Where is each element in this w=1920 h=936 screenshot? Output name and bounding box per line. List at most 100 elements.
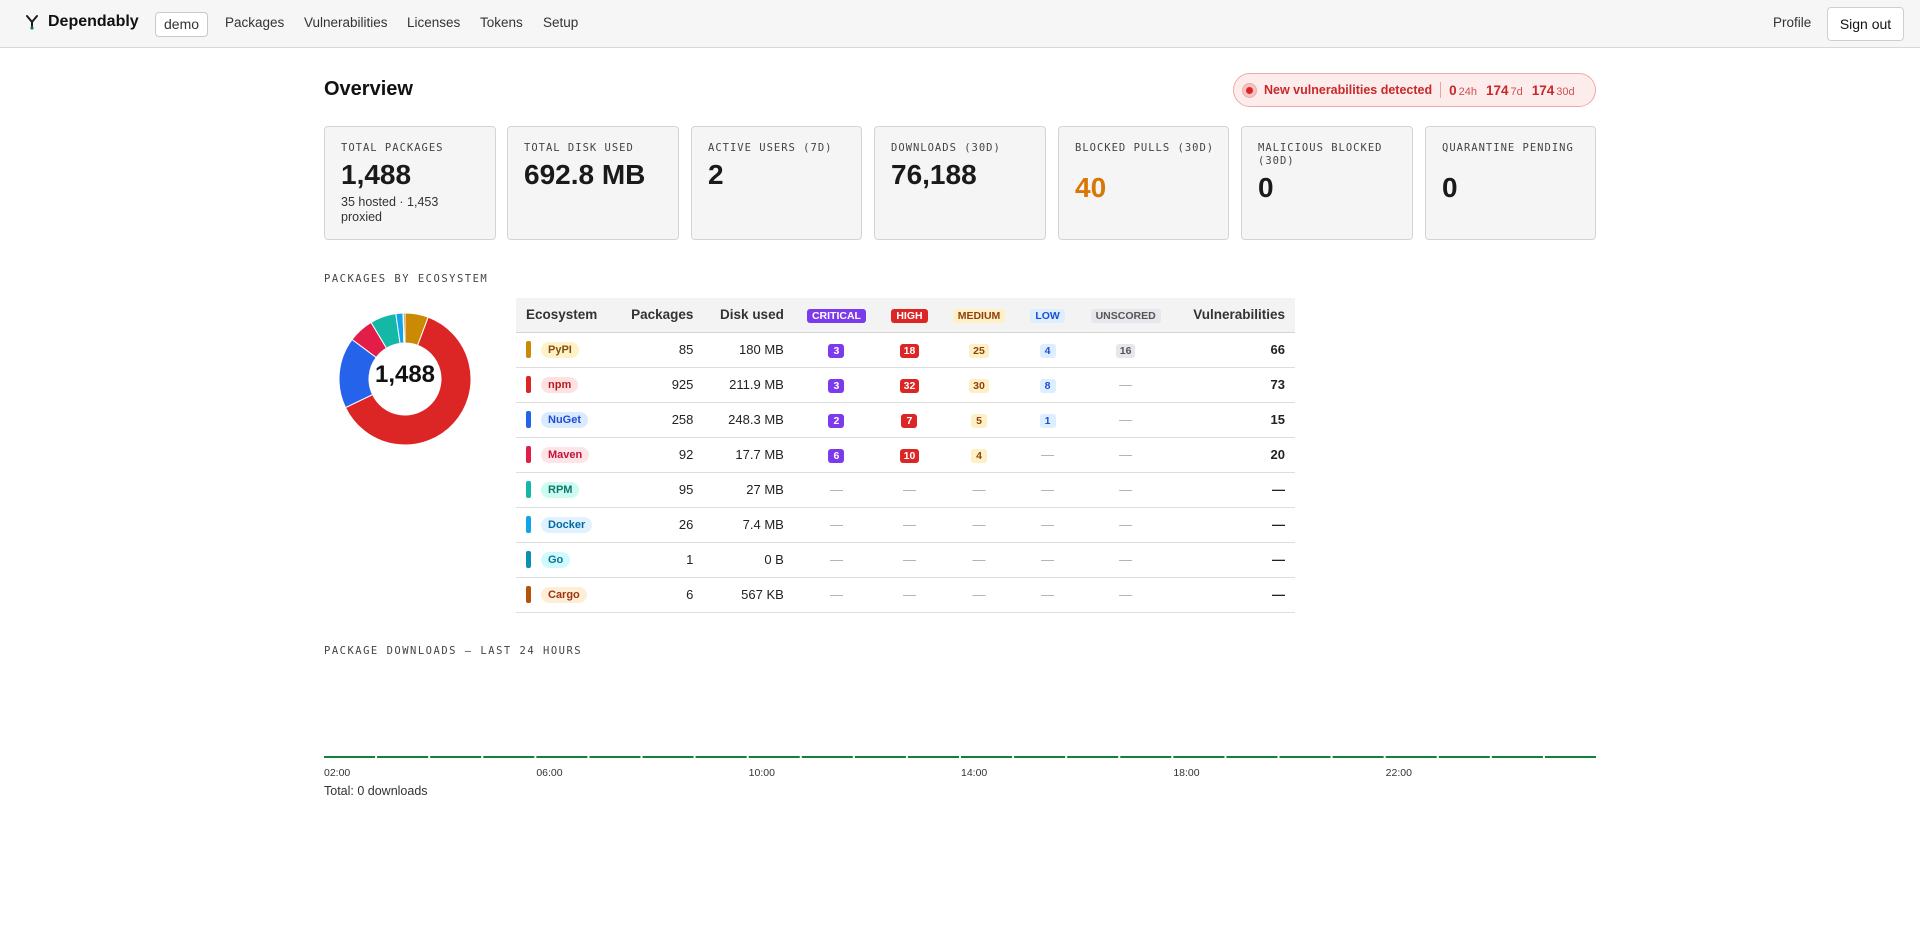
- download-bar[interactable]: [961, 756, 1013, 758]
- download-bar[interactable]: [377, 756, 429, 758]
- ecosystem-pill[interactable]: PyPI: [541, 341, 579, 358]
- nav-licenses[interactable]: Licenses: [407, 15, 461, 30]
- high-count-badge[interactable]: 7: [901, 413, 918, 428]
- table-row[interactable]: Go 1 0 B — — — — — —: [516, 542, 1295, 578]
- table-row[interactable]: npm 925 211.9 MB 3 32 30 8 —73: [516, 367, 1295, 403]
- download-bar[interactable]: [642, 756, 694, 758]
- brand[interactable]: Dependably: [24, 13, 139, 31]
- table-row[interactable]: Maven 92 17.7 MB 6 10 4— —20: [516, 437, 1295, 473]
- col-high[interactable]: HIGH: [879, 298, 940, 333]
- col-unscored[interactable]: UNSCORED: [1077, 298, 1175, 333]
- download-bar[interactable]: [801, 756, 853, 758]
- download-bar[interactable]: [1014, 756, 1066, 758]
- high-count-badge[interactable]: 32: [899, 378, 920, 393]
- download-bar[interactable]: [483, 756, 535, 758]
- stat-value: 40: [1075, 172, 1107, 203]
- stat-card-disk-used: TOTAL DISK USED 692.8 MB: [507, 126, 679, 240]
- nav-tokens[interactable]: Tokens: [480, 15, 523, 30]
- download-bar[interactable]: [1385, 756, 1437, 758]
- high-count-badge[interactable]: 10: [899, 448, 920, 463]
- ecosystem-donut-chart: [338, 312, 472, 446]
- ecosystem-pill[interactable]: Docker: [541, 516, 593, 533]
- nav-vulnerabilities[interactable]: Vulnerabilities: [304, 15, 388, 30]
- packages-cell: 92: [614, 437, 704, 473]
- download-bar[interactable]: [1544, 756, 1596, 758]
- col-vulnerabilities[interactable]: Vulnerabilities: [1174, 298, 1295, 333]
- download-bar[interactable]: [1173, 756, 1225, 758]
- download-bar[interactable]: [1279, 756, 1331, 758]
- ecosystem-pill[interactable]: npm: [541, 376, 579, 393]
- ecosystem-pill[interactable]: Go: [541, 551, 571, 568]
- critical-count-badge[interactable]: 2: [828, 413, 845, 428]
- packages-cell: 95: [614, 472, 704, 508]
- low-count-badge[interactable]: 8: [1039, 378, 1056, 393]
- download-bar[interactable]: [748, 756, 800, 758]
- download-bar[interactable]: [324, 756, 376, 758]
- col-packages[interactable]: Packages: [614, 298, 704, 333]
- table-row[interactable]: Docker 26 7.4 MB — — — — — —: [516, 507, 1295, 543]
- ecosystem-pill[interactable]: Maven: [541, 446, 590, 463]
- nav-setup[interactable]: Setup: [543, 15, 579, 30]
- stat-subtext: 35 hosted · 1,453 proxied: [341, 195, 439, 224]
- vulnerabilities-total-cell: 20: [1174, 437, 1295, 473]
- col-disk-used[interactable]: Disk used: [703, 298, 794, 333]
- stat-label: TOTAL PACKAGES: [341, 142, 444, 154]
- donut-slice-npm[interactable]: [344, 316, 472, 446]
- stat-label: TOTAL DISK USED: [524, 142, 634, 154]
- org-selector[interactable]: demo: [155, 12, 209, 37]
- download-bar[interactable]: [854, 756, 906, 758]
- high-count-badge[interactable]: 18: [899, 343, 920, 358]
- download-bar[interactable]: [589, 756, 641, 758]
- disk-cell: 17.7 MB: [703, 437, 794, 473]
- medium-count-badge[interactable]: 30: [969, 378, 989, 393]
- vulnerabilities-total-cell: —: [1174, 577, 1295, 613]
- ecosystem-pill[interactable]: NuGet: [541, 411, 588, 428]
- col-medium[interactable]: MEDIUM: [939, 298, 1019, 333]
- download-bar[interactable]: [430, 756, 482, 758]
- low-count-badge[interactable]: 4: [1039, 343, 1056, 358]
- stat-value: 692.8 MB: [524, 159, 646, 190]
- ecosystem-pill[interactable]: Cargo: [541, 586, 587, 603]
- table-row[interactable]: NuGet 258 248.3 MB 2 7 5 1 —15: [516, 402, 1295, 438]
- table-row[interactable]: PyPI 85 180 MB 3 18 25 4 16 66: [516, 332, 1295, 368]
- critical-cell: 3: [793, 332, 880, 368]
- download-bar[interactable]: [1067, 756, 1119, 758]
- col-low[interactable]: LOW: [1018, 298, 1078, 333]
- download-bar[interactable]: [1120, 756, 1172, 758]
- medium-count-badge[interactable]: 5: [971, 413, 987, 428]
- donut-total: 1,488: [374, 361, 436, 388]
- critical-count-badge[interactable]: 3: [828, 378, 845, 393]
- donut-slice-cargo[interactable]: [402, 312, 406, 344]
- nav-packages[interactable]: Packages: [225, 15, 285, 30]
- medium-count-badge[interactable]: 25: [969, 343, 989, 358]
- download-bar[interactable]: [1332, 756, 1384, 758]
- col-ecosystem[interactable]: Ecosystem: [516, 298, 615, 333]
- brand-name: Dependably: [48, 13, 139, 30]
- profile-link[interactable]: Profile: [1773, 15, 1812, 30]
- stat-label: ACTIVE USERS (7D): [708, 142, 833, 154]
- download-bar[interactable]: [907, 756, 959, 758]
- low-count-badge[interactable]: 1: [1039, 413, 1056, 428]
- download-bar[interactable]: [695, 756, 747, 758]
- col-critical[interactable]: CRITICAL: [793, 298, 880, 333]
- logo-icon: [26, 15, 38, 30]
- vulnerabilities-total-cell: 15: [1174, 402, 1295, 438]
- table-row[interactable]: RPM 95 27 MB — — — — — —: [516, 472, 1295, 508]
- high-cell: 18: [879, 332, 940, 368]
- unscored-count-badge[interactable]: 16: [1115, 343, 1136, 358]
- unscored-cell: —: [1077, 507, 1175, 543]
- table-row[interactable]: Cargo 6 567 KB — — — — — —: [516, 577, 1295, 613]
- download-bar[interactable]: [1438, 756, 1490, 758]
- medium-count-badge[interactable]: 4: [971, 448, 987, 463]
- section-heading-ecosystem: PACKAGES BY ECOSYSTEM: [324, 273, 489, 285]
- sign-out-button[interactable]: Sign out: [1827, 7, 1904, 41]
- vulnerability-alert[interactable]: New vulnerabilities detected 0 24h 174 7d …: [1233, 73, 1596, 107]
- disk-cell: 567 KB: [703, 577, 794, 613]
- critical-count-badge[interactable]: 3: [828, 343, 845, 358]
- critical-count-badge[interactable]: 6: [828, 448, 845, 463]
- ecosystem-pill[interactable]: RPM: [541, 481, 580, 498]
- download-bar[interactable]: [1491, 756, 1543, 758]
- download-bar[interactable]: [536, 756, 588, 758]
- download-bar[interactable]: [1226, 756, 1278, 758]
- critical-cell: —: [793, 577, 880, 613]
